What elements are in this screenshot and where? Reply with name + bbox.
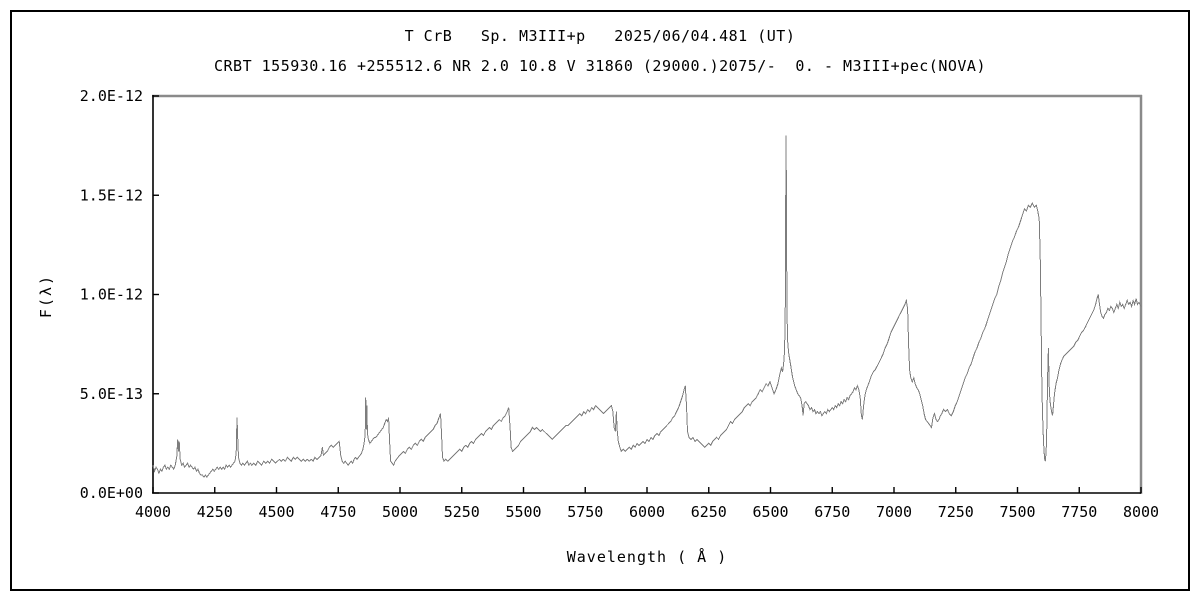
x-tick-label: 7250 [938,503,974,521]
x-tick-label: 4250 [197,503,233,521]
spectrum-line [152,135,1142,478]
chart-title: T CrB Sp. M3III+p 2025/06/04.481 (UT) [404,27,796,45]
x-axis-ticks: 4000 4250 4500 4750 5000 5250 5500 5750 6000 6250… [135,487,1159,521]
y-tick-label: 5.0E-13 [80,385,143,403]
x-tick-label: 6500 [752,503,788,521]
x-tick-label: 7000 [876,503,912,521]
x-tick-label: 8000 [1123,503,1159,521]
x-tick-label: 7750 [1061,503,1097,521]
y-tick-label: 1.5E-12 [80,186,143,204]
plot-frame [152,94,1143,494]
y-axis-ticks: 0.0E+00 5.0E-13 1.0E-12 1.5E-12 2.0E-12 [80,87,159,502]
x-tick-label: 4000 [135,503,171,521]
x-tick-label: 6250 [691,503,727,521]
x-axis-label: Wavelength ( Å ) [566,548,728,566]
x-tick-label: 4750 [320,503,356,521]
x-tick-label: 5000 [382,503,418,521]
chart-subtitle: CRBT 155930.16 +255512.6 NR 2.0 10.8 V 3… [214,57,986,75]
x-tick-label: 5500 [505,503,541,521]
x-tick-label: 6000 [629,503,665,521]
x-tick-label: 5250 [444,503,480,521]
x-tick-label: 7500 [999,503,1035,521]
x-tick-label: 5750 [567,503,603,521]
y-tick-label: 0.0E+00 [80,484,143,502]
x-tick-label: 4500 [258,503,294,521]
y-tick-label: 1.0E-12 [80,286,143,304]
page-border [10,10,1190,591]
x-tick-label: 6750 [814,503,850,521]
axes [152,95,1141,494]
y-tick-label: 2.0E-12 [80,87,143,105]
